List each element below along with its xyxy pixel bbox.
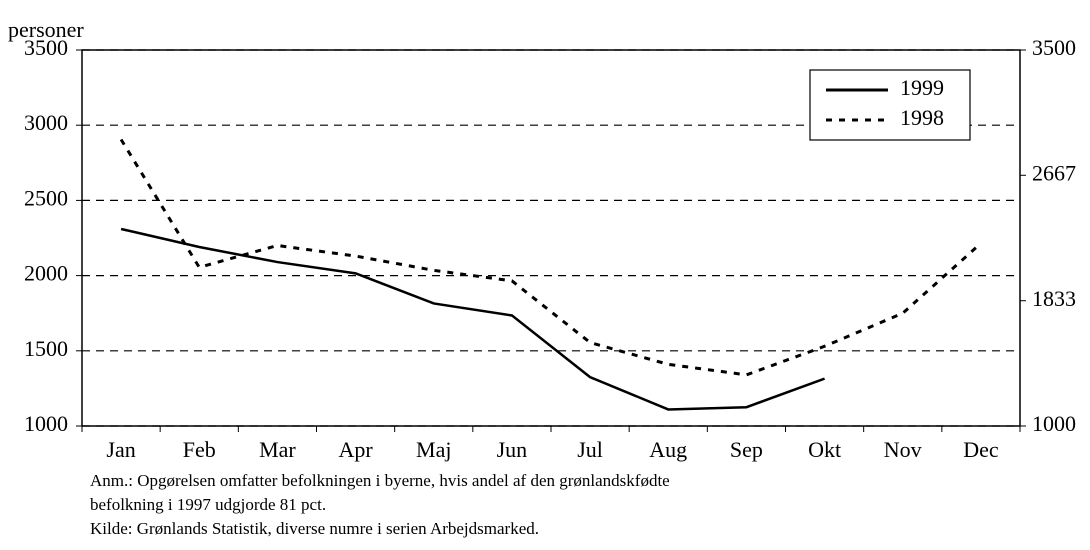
y2-tick-label: 1833 [1032, 286, 1076, 311]
x-tick-label: Jul [577, 437, 603, 462]
x-tick-label: Nov [884, 437, 922, 462]
y-tick-label: 3000 [24, 110, 68, 135]
legend-label: 1999 [900, 75, 944, 100]
x-tick-label: Feb [183, 437, 216, 462]
x-tick-label: Jun [497, 437, 528, 462]
note: Anm.: Opgørelsen omfatter befolkningen i… [90, 471, 670, 490]
y2-tick-label: 3500 [1032, 35, 1076, 60]
y-tick-label: 1500 [24, 336, 68, 361]
y-axis-label: personer [8, 17, 84, 42]
x-tick-label: Sep [730, 437, 763, 462]
note: befolkning i 1997 udgjorde 81 pct. [90, 495, 326, 514]
y-tick-label: 3500 [24, 35, 68, 60]
y-tick-label: 2500 [24, 185, 68, 210]
line-series [120, 227, 826, 411]
legend-box [809, 69, 971, 141]
x-tick-label: Jan [106, 437, 135, 462]
x-tick-label: Okt [808, 437, 841, 462]
y-tick-label: 2000 [24, 261, 68, 286]
x-tick-label: Apr [338, 437, 373, 462]
x-tick-label: Aug [649, 437, 687, 462]
y2-tick-label: 2667 [1032, 160, 1076, 185]
y-tick-label: 1000 [24, 411, 68, 436]
note: Kilde: Grønlands Statistik, diverse numr… [90, 519, 539, 538]
y2-tick-label: 1000 [1032, 411, 1076, 436]
x-tick-label: Dec [963, 437, 999, 462]
legend-label: 1998 [900, 105, 944, 130]
x-tick-label: Maj [416, 437, 451, 462]
x-tick-label: Mar [259, 437, 296, 462]
